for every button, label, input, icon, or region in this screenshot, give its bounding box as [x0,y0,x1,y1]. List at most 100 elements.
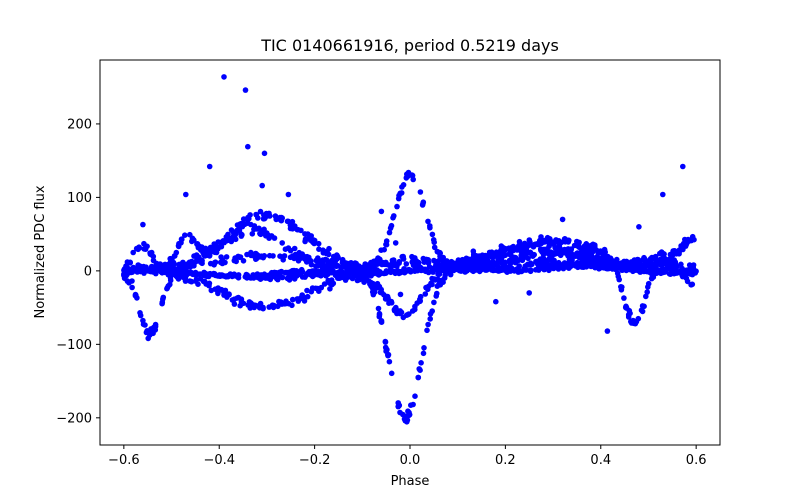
data-point [220,273,227,279]
data-point [222,287,229,294]
data-point [289,226,296,232]
data-point [143,329,150,336]
data-point [359,269,366,276]
data-point [594,254,600,260]
data-point [182,232,188,238]
data-point [429,275,435,282]
data-point [435,276,441,283]
data-point [335,269,341,276]
data-point [205,247,212,254]
data-point [623,259,629,265]
data-point [416,366,423,372]
data-point [264,273,270,280]
data-point [498,247,505,253]
y-axis-ticks: −200 −100 0 100 200 [56,117,100,426]
data-point [324,250,331,257]
data-point [188,278,195,285]
data-point [603,265,609,272]
data-point [223,254,230,260]
data-point [571,242,578,249]
data-point [470,251,477,258]
data-point [296,271,303,278]
data-point [189,271,196,278]
data-point [130,249,136,256]
data-point [137,263,144,270]
data-point [129,284,135,291]
data-point [549,252,556,258]
data-point [347,262,354,269]
data-point [277,273,284,280]
data-point [201,269,207,276]
data-point [318,284,325,291]
data-point [639,265,645,272]
data-point [233,230,239,236]
data-point [643,293,649,300]
data-point [240,258,247,264]
data-point [127,259,133,266]
data-point [232,255,238,261]
data-point [297,254,303,260]
data-point [423,284,429,291]
data-point [183,269,189,275]
data-point [266,252,273,259]
data-point [554,250,561,257]
data-point [412,255,418,261]
data-point [580,262,586,269]
data-point [496,259,503,265]
data-point [561,247,567,254]
data-point [140,221,146,228]
data-point [177,270,183,276]
data-point [409,172,416,179]
data-point [401,269,408,276]
data-point [382,296,389,302]
data-point [644,289,650,295]
data-point [378,247,384,253]
data-point [630,319,636,325]
data-point [579,248,585,255]
data-point [418,360,424,366]
data-point [439,267,445,274]
data-point [330,268,337,274]
data-point [420,350,427,357]
data-point [399,253,406,260]
data-point [403,261,410,267]
data-point [424,327,430,334]
data-point [639,303,646,309]
data-point [215,239,221,245]
data-point [289,296,296,303]
data-point [542,247,548,254]
data-point [326,279,332,286]
data-point [451,261,458,267]
x-axis-ticks: −0.6 −0.4 −0.2 0.0 0.2 0.4 0.6 [108,445,706,468]
x-tick-label: −0.2 [299,453,331,468]
data-point [208,287,215,294]
data-point [271,235,278,241]
data-point [524,242,531,249]
data-point [246,299,253,305]
data-point [650,274,657,281]
data-point [412,393,418,400]
data-point [248,249,254,256]
x-axis-title: Phase [391,474,430,489]
data-point [657,250,663,257]
data-point [530,253,536,259]
data-point [680,246,686,253]
data-point [412,268,418,275]
data-point [429,308,436,314]
data-point [524,261,531,268]
data-point [152,323,159,330]
data-point [298,266,305,273]
data-point [193,278,199,285]
data-point [506,259,513,265]
data-point [674,269,680,276]
data-point [425,218,431,225]
data-point [431,299,437,306]
data-point [289,274,296,281]
data-point [315,240,322,247]
data-point [433,293,440,299]
data-point [386,358,393,365]
data-point [588,261,594,268]
data-point [137,312,144,319]
data-point [379,290,385,296]
data-point [247,305,253,311]
